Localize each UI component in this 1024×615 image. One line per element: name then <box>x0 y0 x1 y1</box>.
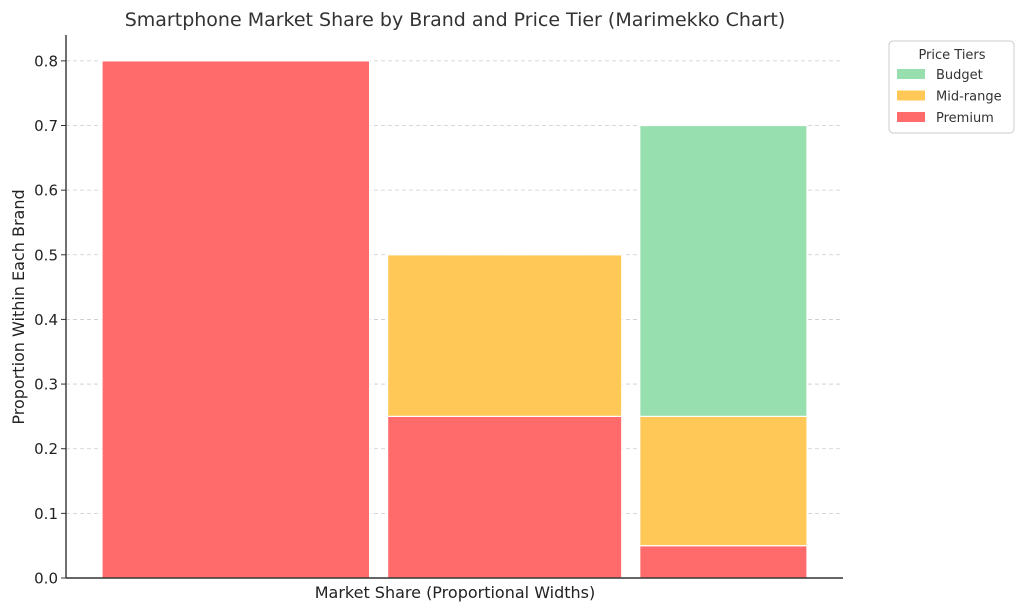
y-tick-label: 0.7 <box>34 117 58 135</box>
y-tick-label: 0.0 <box>34 570 58 588</box>
x-axis-label: Market Share (Proportional Widths) <box>315 583 596 602</box>
legend-label: Budget <box>936 68 983 83</box>
y-axis-label: Proportion Within Each Brand <box>9 189 28 424</box>
bar-segment-premium <box>101 60 371 579</box>
y-tick-label: 0.2 <box>34 440 58 458</box>
y-tick-label: 0.6 <box>34 182 58 200</box>
y-tick-label: 0.5 <box>34 246 58 264</box>
legend-frame <box>888 40 1015 134</box>
legend-items: Budget Mid-range Premium <box>897 68 1002 126</box>
legend: Price Tiers Budget Mid-range Premium <box>888 40 1015 134</box>
legend-swatch <box>897 112 925 122</box>
legend-label: Mid-range <box>936 90 1002 105</box>
chart-title: Smartphone Market Share by Brand and Pri… <box>125 9 786 31</box>
axes-layer: 0.0 0.1 0.2 0.3 0.4 0.5 0.6 0.7 0.8 <box>34 35 843 588</box>
legend-swatch <box>897 90 925 101</box>
legend-swatch <box>897 69 925 79</box>
bar-segment-premium <box>387 415 623 579</box>
bar-segment-mid-range <box>639 415 808 547</box>
y-tick-label: 0.4 <box>34 311 58 329</box>
bar-segment-mid-range <box>387 254 623 417</box>
y-tick-label: 0.1 <box>34 505 58 523</box>
y-tick-label: 0.8 <box>34 52 58 70</box>
bar-segment-premium <box>639 545 808 579</box>
y-tick-label: 0.3 <box>34 376 58 394</box>
legend-title: Price Tiers <box>918 48 985 63</box>
legend-label: Premium <box>936 111 994 126</box>
bar-segment-budget <box>639 124 808 417</box>
bars-layer <box>101 60 808 579</box>
